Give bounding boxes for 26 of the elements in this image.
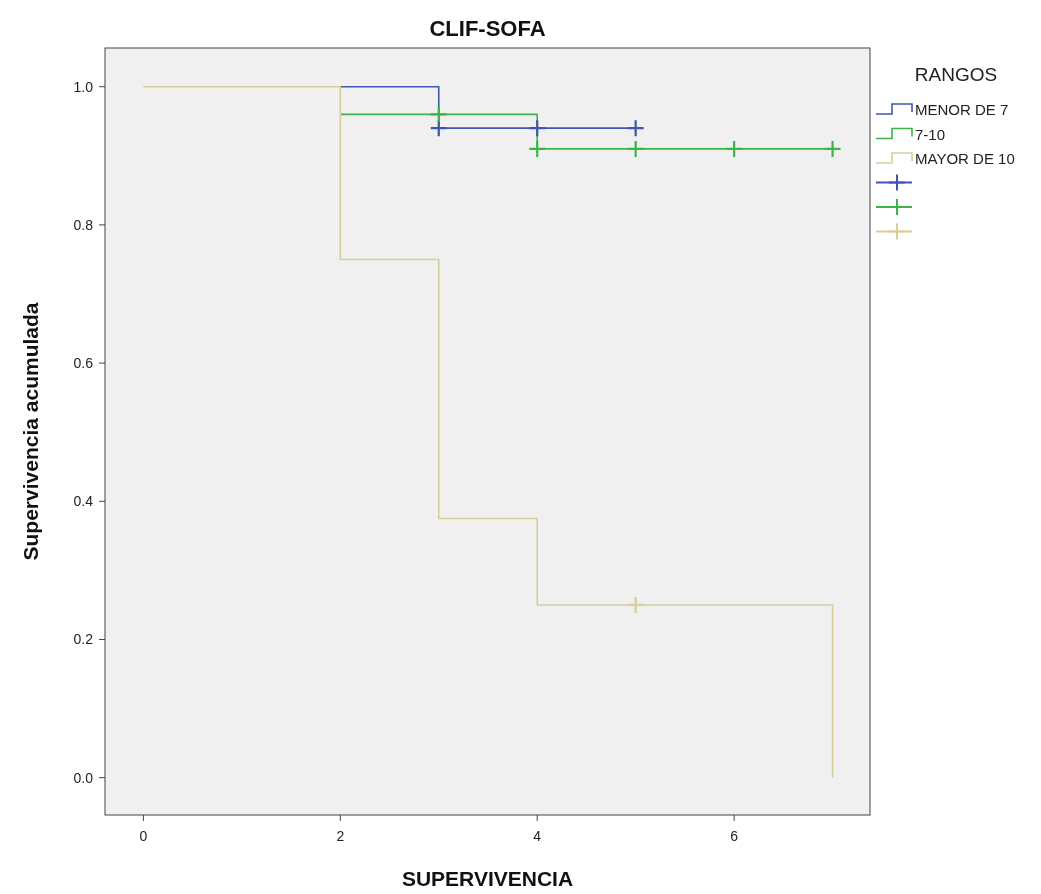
y-tick-label: 0.2 — [73, 631, 94, 648]
legend-title: RANGOS — [914, 64, 998, 85]
x-axis-title: SUPERVIVENCIA — [401, 867, 574, 890]
y-tick-label: 0.0 — [73, 769, 94, 786]
point — [626, 139, 645, 158]
x-tick-label: 6 — [730, 828, 739, 844]
y-tick-label: 1.0 — [73, 78, 94, 95]
chart-title: CLIF-SOFA — [429, 16, 546, 41]
point — [429, 119, 448, 138]
point — [528, 139, 547, 158]
x-tick-label: 4 — [533, 828, 542, 844]
point — [823, 139, 842, 158]
legend-label: MAYOR DE 10 — [915, 150, 1015, 167]
point — [725, 139, 744, 158]
x-tick-label: 0 — [139, 828, 148, 844]
legend-label: MENOR DE 7 — [915, 101, 1009, 118]
point — [626, 119, 645, 138]
y-tick-label: 0.6 — [73, 355, 94, 372]
y-tick-label: 0.8 — [73, 216, 94, 233]
legend-label: 7-10 — [915, 125, 946, 143]
point — [626, 595, 645, 615]
x-tick-label: 2 — [336, 828, 345, 844]
y-tick-label: 0.4 — [73, 493, 94, 510]
point — [429, 105, 448, 124]
y-axis-title: Supervivencia acumulada — [19, 302, 42, 561]
point — [528, 119, 547, 138]
